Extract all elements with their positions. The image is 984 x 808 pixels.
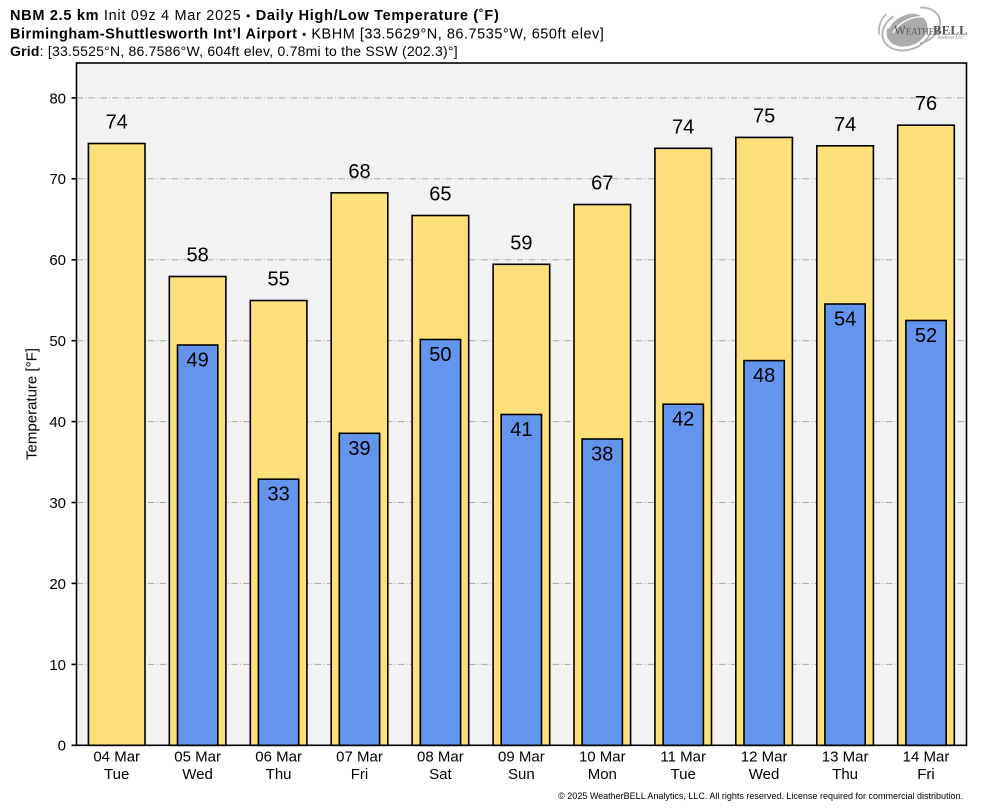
svg-text:74: 74 xyxy=(672,116,694,138)
svg-text:Sat: Sat xyxy=(429,766,452,783)
svg-text:0: 0 xyxy=(58,738,66,755)
svg-text:30: 30 xyxy=(49,495,66,512)
svg-text:Fri: Fri xyxy=(917,766,935,783)
svg-text:20: 20 xyxy=(49,576,66,593)
svg-text:65: 65 xyxy=(429,184,451,206)
svg-text:Temperature [°F]: Temperature [°F] xyxy=(24,348,41,460)
svg-text:Grid: [33.5525°N, 86.7586°W, 6: Grid: [33.5525°N, 86.7586°W, 604ft elev,… xyxy=(10,43,458,59)
svg-text:Thu: Thu xyxy=(266,766,292,783)
svg-text:14 Mar: 14 Mar xyxy=(903,748,950,765)
svg-text:Analytics LLC: Analytics LLC xyxy=(937,35,964,40)
svg-text:50: 50 xyxy=(49,333,66,350)
svg-text:55: 55 xyxy=(267,269,289,291)
svg-text:74: 74 xyxy=(834,114,856,136)
svg-text:NBM 2.5 km Init 09z 4 Mar 2025: NBM 2.5 km Init 09z 4 Mar 2025 • Daily H… xyxy=(10,8,500,24)
svg-text:68: 68 xyxy=(348,161,370,183)
svg-text:80: 80 xyxy=(49,90,66,107)
svg-text:41: 41 xyxy=(510,419,532,441)
svg-text:05 Mar: 05 Mar xyxy=(174,748,221,765)
svg-text:74: 74 xyxy=(106,112,128,134)
svg-text:49: 49 xyxy=(186,350,208,372)
svg-text:Mon: Mon xyxy=(588,766,617,783)
svg-text:04 Mar: 04 Mar xyxy=(93,748,140,765)
svg-text:Thu: Thu xyxy=(832,766,858,783)
svg-text:06 Mar: 06 Mar xyxy=(255,748,302,765)
svg-text:33: 33 xyxy=(267,484,289,506)
svg-text:40: 40 xyxy=(49,414,66,431)
svg-text:59: 59 xyxy=(510,232,532,254)
svg-text:52: 52 xyxy=(915,325,937,347)
svg-text:76: 76 xyxy=(915,93,937,115)
svg-text:Fri: Fri xyxy=(351,766,369,783)
svg-text:70: 70 xyxy=(49,171,66,188)
svg-text:Sun: Sun xyxy=(508,766,535,783)
svg-text:Birmingham-Shuttlesworth Int’l: Birmingham-Shuttlesworth Int’l Airport •… xyxy=(10,26,604,42)
svg-text:Wed: Wed xyxy=(749,766,780,783)
svg-text:12 Mar: 12 Mar xyxy=(741,748,788,765)
svg-text:38: 38 xyxy=(591,444,613,466)
svg-text:58: 58 xyxy=(186,245,208,267)
svg-text:50: 50 xyxy=(429,344,451,366)
svg-text:10 Mar: 10 Mar xyxy=(579,748,626,765)
svg-text:39: 39 xyxy=(348,438,370,460)
svg-text:11 Mar: 11 Mar xyxy=(660,748,706,765)
svg-text:54: 54 xyxy=(834,309,856,331)
svg-text:WEATHER: WEATHER xyxy=(894,24,940,38)
svg-text:BELL: BELL xyxy=(933,23,968,38)
svg-text:42: 42 xyxy=(672,409,694,431)
svg-text:67: 67 xyxy=(591,173,613,195)
svg-text:Wed: Wed xyxy=(182,766,213,783)
svg-text:75: 75 xyxy=(753,105,775,127)
svg-text:48: 48 xyxy=(753,365,775,387)
svg-text:09 Mar: 09 Mar xyxy=(498,748,545,765)
svg-text:Tue: Tue xyxy=(104,766,129,783)
svg-text:08 Mar: 08 Mar xyxy=(417,748,464,765)
svg-text:10: 10 xyxy=(49,657,66,674)
svg-text:© 2025 WeatherBELL Analytics,: © 2025 WeatherBELL Analytics, LLC. All r… xyxy=(558,791,963,801)
svg-text:Tue: Tue xyxy=(671,766,696,783)
svg-text:07 Mar: 07 Mar xyxy=(336,748,383,765)
svg-text:13 Mar: 13 Mar xyxy=(822,748,869,765)
svg-text:60: 60 xyxy=(49,252,66,269)
